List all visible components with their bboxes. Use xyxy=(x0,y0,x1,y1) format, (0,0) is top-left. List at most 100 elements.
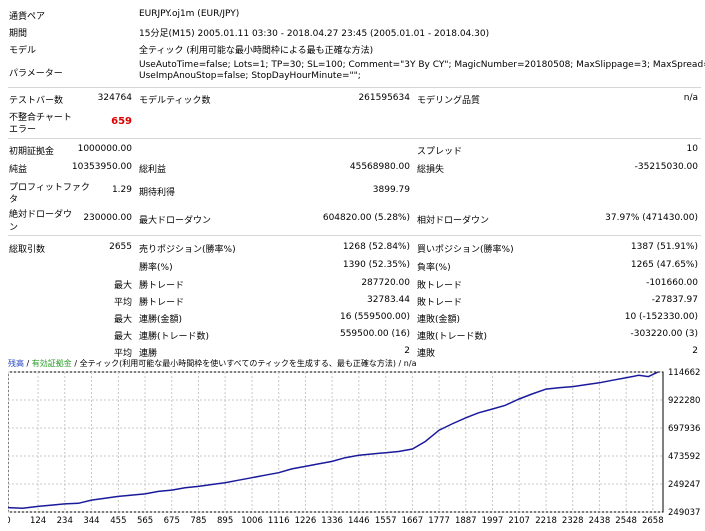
x-tick-label: 2548 xyxy=(615,516,637,526)
gross-profit-value: 45568980.00 xyxy=(349,162,410,172)
period-label: 期間 xyxy=(9,29,28,39)
avg-win-value: 32783.44 xyxy=(367,295,410,305)
gross-loss-label: 総損失 xyxy=(417,165,445,175)
ticks-label: モデルティック数 xyxy=(139,96,211,106)
max-prefix-2: 最大 xyxy=(113,315,132,325)
cons-loss-amt-label: 連敗(金額) xyxy=(417,315,461,325)
model-legend: 全ティック(利用可能な最小時間枠を使いすべてのティックを生成する、最も正確な方法… xyxy=(79,359,396,368)
y-tick-label: 2492479 xyxy=(668,480,701,490)
x-tick-label: 0 xyxy=(8,516,11,526)
spread-label: スプレッド xyxy=(417,147,463,157)
max-win-label: 勝トレード xyxy=(139,281,185,291)
params-label: パラメーター xyxy=(9,69,63,79)
model-value: 全ティック (利用可能な最小時間枠による最も正確な方法) xyxy=(139,46,374,56)
avg-prefix-2: 平均 xyxy=(113,349,132,359)
avg-cons-loss-value: 2 xyxy=(692,346,698,356)
abs-dd-value: 230000.00 xyxy=(83,213,132,223)
x-tick-label: 675 xyxy=(164,516,180,526)
y-tick-label: 6979364 xyxy=(668,424,701,434)
x-tick-label: 1006 xyxy=(241,516,263,526)
net-profit-label: 純益 xyxy=(9,165,28,175)
win-pct-value: 1390 (52.35%) xyxy=(342,260,410,270)
pf-label-1: プロフィットファク xyxy=(9,183,90,193)
net-profit-value: 10353950.00 xyxy=(71,162,132,172)
avg-win-label: 勝トレード xyxy=(139,298,185,308)
x-tick-label: 2107 xyxy=(508,516,530,526)
model-label: モデル xyxy=(9,46,37,56)
avg-cons-win-value: 2 xyxy=(404,346,410,356)
gross-profit-label: 総利益 xyxy=(139,165,167,175)
quality-label: モデリング品質 xyxy=(417,96,481,106)
rel-dd-label: 相対ドローダウン xyxy=(417,216,490,226)
abs-dd-label-2: ン xyxy=(9,223,19,233)
x-tick-label: 1887 xyxy=(455,516,477,526)
x-tick-label: 1557 xyxy=(375,516,397,526)
ticks-value: 261595634 xyxy=(358,93,410,103)
x-tick-label: 1446 xyxy=(348,516,370,526)
long-value: 1387 (51.91%) xyxy=(630,242,698,252)
cons-wins-amt-value: 16 (559500.00) xyxy=(339,312,410,322)
symbol-value: EURJPY.oj1m (EUR/JPY) xyxy=(139,9,240,19)
mismatch-label-2: エラー xyxy=(9,125,37,135)
symbol-label: 通貨ペア xyxy=(9,12,46,22)
bars-label: テストバー数 xyxy=(9,96,64,106)
avg-prefix: 平均 xyxy=(113,298,132,308)
max-loss-value: -101660.00 xyxy=(646,278,698,288)
x-tick-label: 1226 xyxy=(295,516,317,526)
short-label: 売りポジション(勝率%) xyxy=(139,245,236,255)
max-dd-label: 最大ドローダウン xyxy=(139,216,212,226)
total-trades-label: 総取引数 xyxy=(9,245,46,255)
legend-separator: / xyxy=(398,359,402,368)
win-pct-label: 勝率(%) xyxy=(139,263,173,273)
divider xyxy=(8,138,701,139)
avg-cons-win-label: 連勝 xyxy=(139,349,158,359)
mismatch-value: 659 xyxy=(111,116,132,127)
params-line1: UseAutoTime=false; Lots=1; TP=30; SL=100… xyxy=(139,60,705,70)
cons-wins-amt-label: 連勝(金額) xyxy=(139,315,183,325)
mismatch-label-1: 不整合チャート xyxy=(9,113,72,123)
balance-chart: 残高 / 有効証拠金 / 全ティック(利用可能な最小時間枠を使いすべてのティック… xyxy=(5,358,705,528)
total-trades-value: 2655 xyxy=(109,242,132,252)
short-value: 1268 (52.84%) xyxy=(342,242,410,252)
legend-separator: / xyxy=(74,359,78,368)
x-tick-label: 895 xyxy=(217,516,233,526)
rel-dd-value: 37.97% (471430.00) xyxy=(605,213,698,223)
x-tick-label: 785 xyxy=(190,516,206,526)
x-tick-label: 2218 xyxy=(535,516,557,526)
avg-loss-value: -27837.97 xyxy=(651,295,698,305)
divider xyxy=(8,235,701,236)
x-tick-label: 1667 xyxy=(402,516,424,526)
y-tick-label: 249037 xyxy=(668,508,700,518)
x-tick-label: 124 xyxy=(30,516,46,526)
pf-value: 1.29 xyxy=(111,185,132,195)
pf-label-2: タ xyxy=(9,195,19,205)
loss-pct-value: 1265 (47.65%) xyxy=(630,260,698,270)
avg-loss-label: 敗トレード xyxy=(417,298,463,308)
deposit-value: 1000000.00 xyxy=(77,144,132,154)
balance-line xyxy=(7,371,659,509)
y-tick-label: 4735921 xyxy=(668,452,701,462)
loss-pct-label: 負率(%) xyxy=(417,263,451,273)
x-tick-label: 1336 xyxy=(321,516,343,526)
max-loss-label: 敗トレード xyxy=(417,281,463,291)
x-tick-label: 344 xyxy=(83,516,99,526)
divider xyxy=(8,87,701,88)
bars-value: 324764 xyxy=(97,93,132,103)
x-tick-label: 1777 xyxy=(428,516,450,526)
cons-lossc-value: -303220.00 (3) xyxy=(630,329,698,339)
legend-separator: / xyxy=(26,359,30,368)
max-prefix: 最大 xyxy=(113,281,132,291)
max-dd-value: 604820.00 (5.28%) xyxy=(322,213,410,223)
equity-legend: 有効証拠金 xyxy=(31,359,72,368)
balance-legend: 残高 xyxy=(8,359,24,368)
spread-value: 10 xyxy=(686,144,698,154)
deposit-label: 初期証拠金 xyxy=(9,147,55,157)
y-tick-label: 11466248 xyxy=(668,368,701,378)
payoff-value: 3899.79 xyxy=(372,185,410,195)
gross-loss-value: -35215030.00 xyxy=(634,162,698,172)
cons-loss-amt-value: 10 (-152330.00) xyxy=(624,312,698,322)
x-tick-label: 234 xyxy=(57,516,73,526)
x-tick-label: 2328 xyxy=(562,516,584,526)
long-label: 買いポジション(勝率%) xyxy=(417,245,514,255)
abs-dd-label-1: 絶対ドローダウ xyxy=(9,210,73,220)
